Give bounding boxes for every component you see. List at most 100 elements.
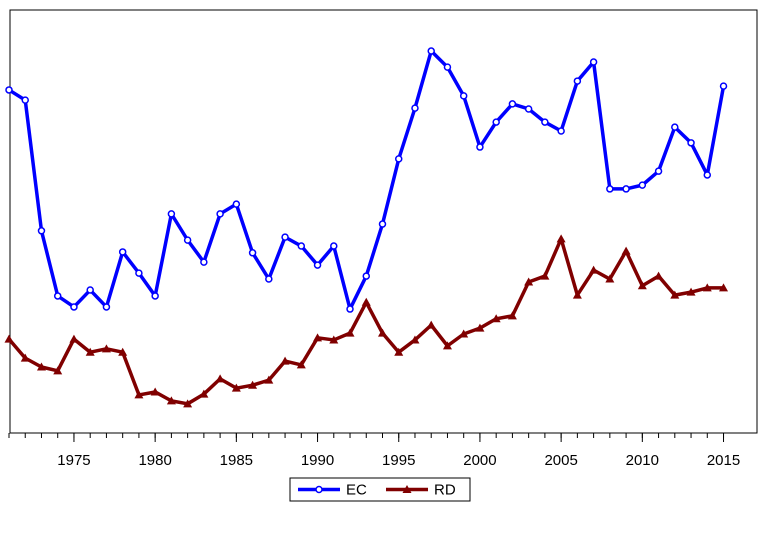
point (231, 383, 241, 392)
point (134, 390, 144, 399)
legend-marker (402, 485, 412, 493)
point (622, 185, 630, 193)
point (686, 287, 696, 296)
point (151, 292, 159, 300)
point (637, 281, 647, 290)
point (362, 272, 371, 280)
legend-marker (315, 485, 323, 494)
point (232, 200, 241, 208)
point (36, 362, 46, 371)
x-tick-label: 1980 (138, 452, 171, 469)
point (589, 265, 599, 274)
point (654, 271, 664, 280)
point (687, 139, 695, 147)
point (573, 77, 582, 85)
point (101, 344, 111, 353)
point (540, 271, 550, 280)
point (313, 333, 323, 342)
point (69, 334, 79, 343)
legend-label: RD (434, 481, 456, 498)
point (329, 335, 339, 344)
point (378, 328, 387, 337)
point (557, 127, 565, 135)
point (215, 374, 225, 383)
x-tick-label: 2015 (707, 452, 740, 469)
point (21, 96, 29, 104)
point (378, 220, 387, 228)
point (361, 297, 371, 306)
point (70, 303, 78, 311)
point (5, 86, 13, 94)
point (183, 236, 192, 244)
point (265, 275, 273, 283)
point (85, 347, 95, 356)
x-tick-label: 1990 (301, 452, 334, 469)
point (719, 82, 728, 90)
point (264, 375, 274, 384)
x-tick-label: 2010 (626, 452, 659, 469)
point (670, 290, 680, 299)
point (442, 341, 452, 350)
point (313, 261, 322, 269)
point (118, 347, 128, 356)
point (53, 366, 63, 375)
point (459, 92, 468, 100)
point (411, 104, 419, 112)
x-tick-label: 2005 (544, 452, 577, 469)
point (654, 167, 663, 175)
series-line (7, 237, 724, 406)
point (459, 329, 469, 338)
point (541, 118, 549, 126)
plot-frame (9, 9, 758, 434)
point (248, 249, 257, 257)
point (199, 389, 209, 398)
point (572, 290, 582, 299)
point (476, 143, 484, 151)
legend-label: EC (346, 481, 367, 498)
point (346, 305, 354, 313)
point (118, 248, 127, 256)
point (443, 63, 452, 71)
point (719, 283, 729, 292)
point (167, 210, 176, 218)
point (102, 303, 111, 311)
point (296, 360, 306, 369)
point (410, 335, 420, 344)
point (345, 328, 355, 337)
point (216, 210, 224, 218)
point (86, 286, 94, 294)
legend-box (289, 477, 471, 502)
point (394, 155, 403, 163)
point (297, 242, 306, 250)
x-tick-label: 1985 (220, 452, 253, 469)
point (492, 118, 500, 126)
point (508, 100, 517, 108)
point (150, 387, 160, 396)
point (135, 269, 143, 277)
point (37, 227, 46, 235)
point (702, 283, 712, 292)
point (427, 47, 435, 55)
point (524, 277, 534, 286)
point (638, 181, 647, 189)
point (475, 323, 485, 332)
point (53, 292, 62, 300)
point (524, 105, 533, 113)
point (703, 171, 712, 179)
point (491, 314, 501, 323)
point (621, 246, 631, 255)
point (4, 334, 14, 343)
point (671, 123, 679, 131)
x-tick-label: 1975 (57, 452, 90, 469)
point (200, 258, 208, 266)
point (394, 347, 404, 356)
point (166, 396, 176, 405)
point (248, 380, 258, 389)
point (280, 356, 290, 365)
point (556, 234, 566, 243)
point (330, 242, 338, 250)
x-tick-label: 1995 (382, 452, 415, 469)
point (606, 185, 614, 193)
point (605, 274, 615, 283)
